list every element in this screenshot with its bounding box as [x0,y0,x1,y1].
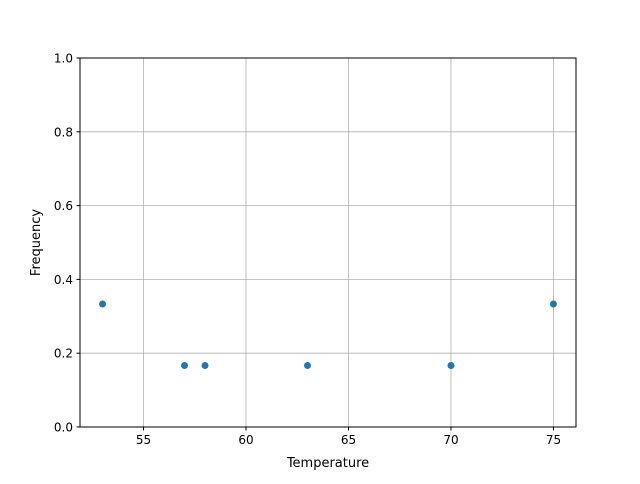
y-tick-label: 0.8 [54,125,73,139]
y-tick-label: 0.2 [54,347,73,361]
x-tick-label: 55 [136,433,151,447]
x-axis-ticks: 55 60 65 70 75 [136,427,561,447]
y-axis-ticks: 0.0 0.2 0.4 0.6 0.8 1.0 [54,52,80,435]
plot-frame [79,57,577,428]
data-point [99,300,107,308]
y-axis-label: Frequency [29,209,44,276]
y-tick-label: 0.4 [54,273,73,287]
x-tick-label: 60 [238,433,253,447]
data-point [304,361,312,369]
x-axis-label: Temperature [286,456,369,471]
y-tick-label: 0.6 [54,199,73,213]
y-tick-label: 1.0 [54,52,73,66]
data-point [181,361,189,369]
data-point [201,361,209,369]
x-tick-label: 75 [546,433,561,447]
data-points [99,300,557,369]
x-tick-label: 65 [341,433,356,447]
grid [80,57,576,428]
data-point [549,300,557,308]
x-tick-label: 70 [443,433,458,447]
data-point [447,361,455,369]
y-tick-label: 0.0 [54,421,73,435]
